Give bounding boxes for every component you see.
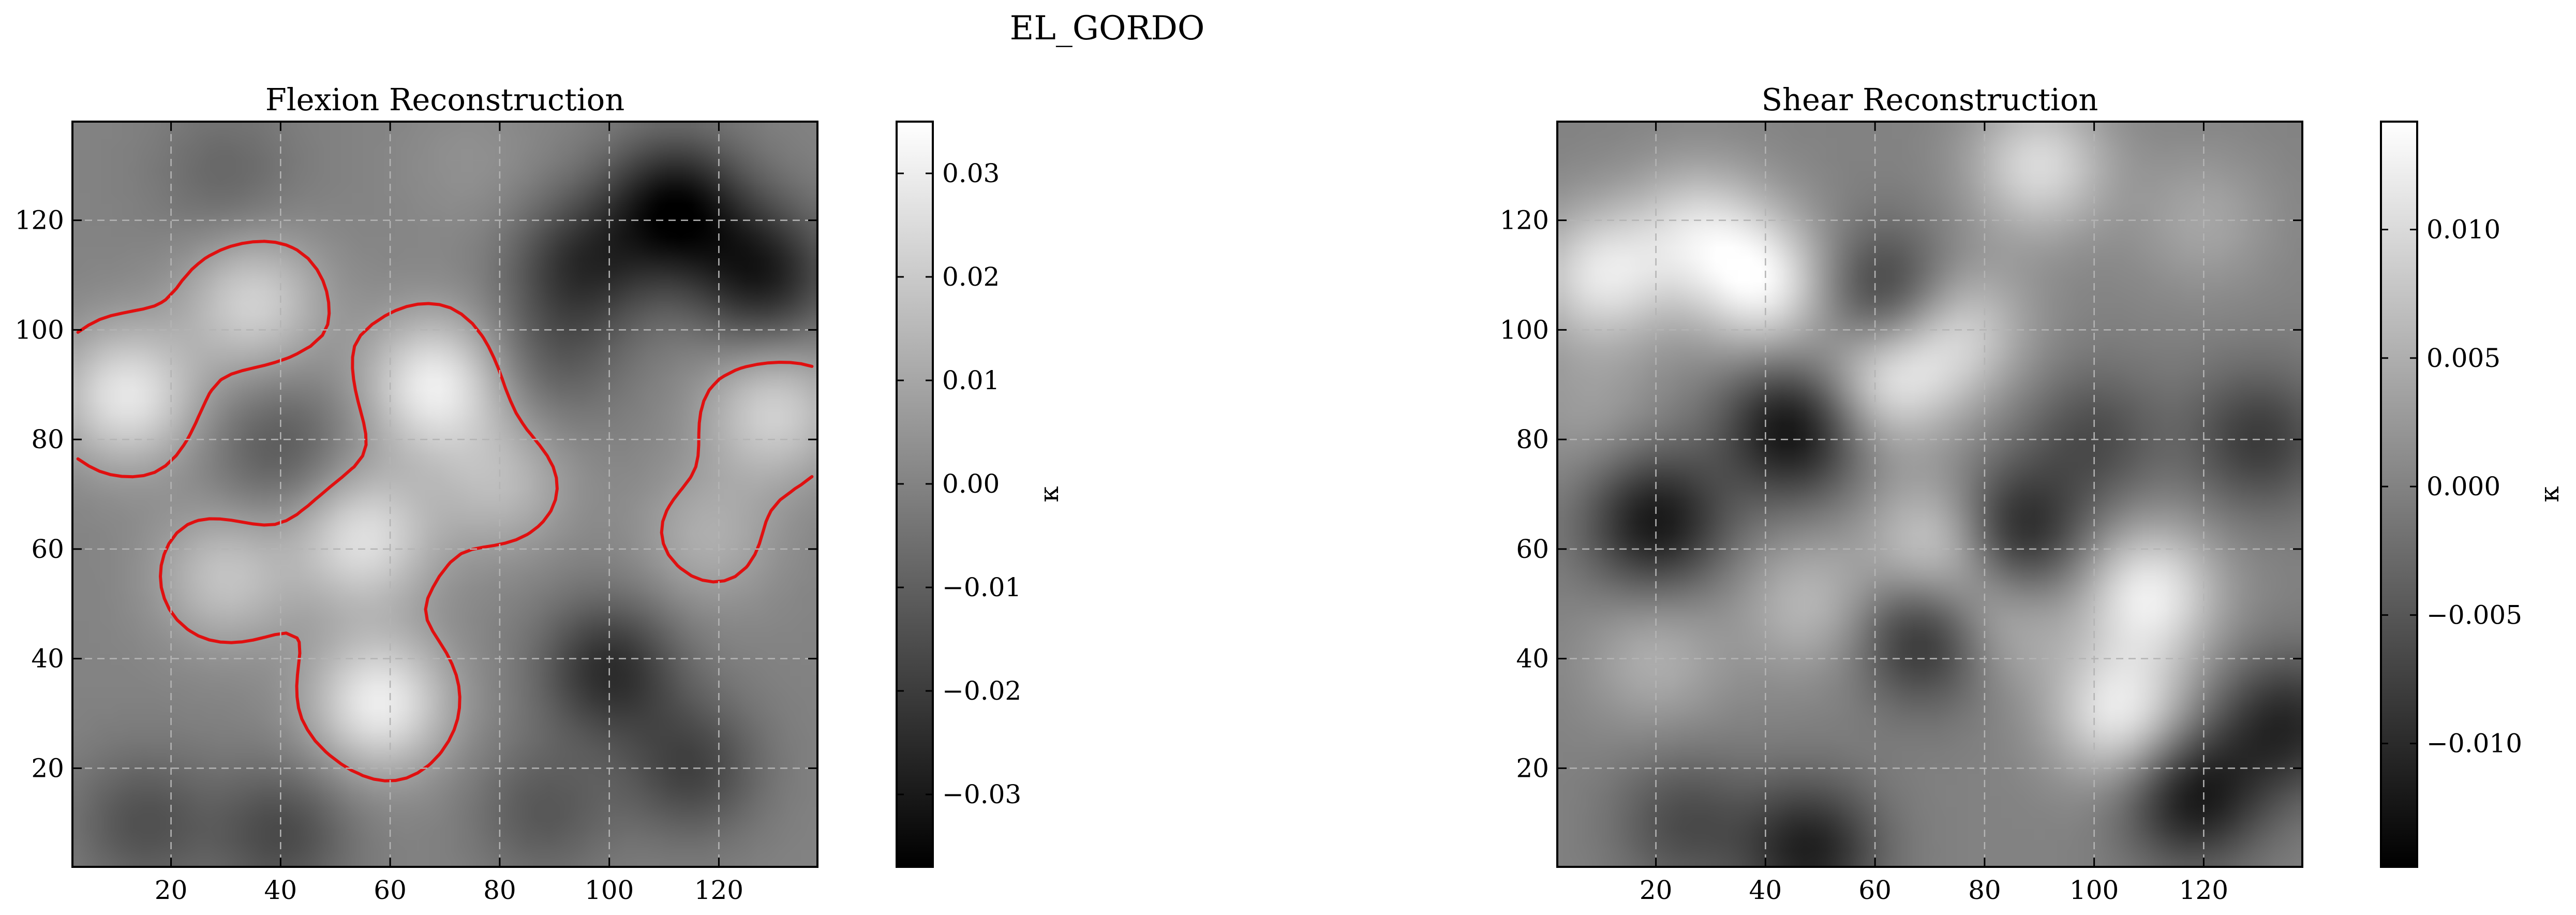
- colorbar-tick-label: 0.02: [942, 262, 1000, 292]
- colorbar-tick-label: −0.02: [942, 676, 1021, 706]
- colorbar-tick-label: 0.00: [942, 469, 1000, 499]
- colorbar-gradient: [2381, 122, 2417, 867]
- colorbar-tick-label: −0.01: [942, 572, 1021, 602]
- y-tick-label: 100: [15, 315, 64, 345]
- panel-1: Flexion Reconstruction 20 40 60 80 100 120 20 40…: [15, 82, 1064, 905]
- y-tick-label: 100: [1500, 315, 1549, 345]
- x-tick-label: 40: [264, 875, 297, 905]
- y-tick-label: 120: [15, 205, 64, 235]
- colorbar-label: κ: [1034, 486, 1064, 502]
- colorbar-gradient: [897, 122, 933, 867]
- x-tick-label: 20: [155, 875, 188, 905]
- x-tick-label: 100: [585, 875, 634, 905]
- y-tick-label: 120: [1500, 205, 1549, 235]
- x-tick-label: 60: [1858, 875, 1892, 905]
- y-tick-label: 60: [1516, 534, 1549, 564]
- heatmap-image: [72, 122, 817, 867]
- contour-path: [76, 240, 814, 783]
- panel-title: Shear Reconstruction: [1762, 82, 2098, 117]
- y-tick-label: 40: [1516, 644, 1549, 674]
- x-tick-label: 20: [1640, 875, 1673, 905]
- panel-2: Shear Reconstruction 20 40 60 80 100 120 20 40 60…: [1500, 82, 2565, 905]
- y-tick-label: 60: [31, 534, 64, 564]
- panel-title: Flexion Reconstruction: [265, 82, 624, 117]
- heatmap-image: [1557, 122, 2302, 867]
- colorbar-tick-label: −0.010: [2426, 729, 2522, 759]
- y-tick-label: 20: [31, 753, 64, 783]
- x-tick-label: 120: [694, 875, 743, 905]
- y-tick-label: 80: [1516, 424, 1549, 454]
- colorbar-tick-label: 0.005: [2426, 343, 2500, 373]
- contour-lines: [76, 240, 814, 783]
- x-tick-label: 100: [2069, 875, 2119, 905]
- x-tick-label: 80: [1968, 875, 2001, 905]
- colorbar-tick-label: 0.010: [2426, 215, 2500, 245]
- x-tick-label: 120: [2179, 875, 2228, 905]
- colorbar-tick-label: 0.01: [942, 365, 1000, 395]
- colorbar: −0.010 −0.005 0.000 0.005 0.010 κ: [2380, 121, 2565, 868]
- colorbar-label: κ: [2535, 486, 2565, 502]
- x-tick-label: 80: [483, 875, 516, 905]
- y-tick-label: 40: [31, 644, 64, 674]
- x-tick-label: 40: [1749, 875, 1782, 905]
- y-tick-label: 80: [31, 424, 64, 454]
- colorbar-tick-label: −0.005: [2426, 600, 2522, 630]
- colorbar-tick-label: −0.03: [942, 779, 1021, 809]
- colorbar-tick-label: 0.000: [2426, 471, 2500, 501]
- axes-frame: [1556, 121, 2303, 868]
- colorbar-tick-label: 0.03: [942, 158, 1000, 188]
- x-tick-label: 60: [374, 875, 407, 905]
- axes-frame: [71, 121, 818, 868]
- y-tick-label: 20: [1516, 753, 1549, 783]
- colorbar-frame: [896, 121, 934, 868]
- colorbar: −0.03 −0.02 −0.01 0.00 0.01 0.02 0.03 κ: [896, 121, 1064, 868]
- figure-suptitle: EL_GORDO: [1010, 9, 1205, 48]
- colorbar-frame: [2380, 121, 2418, 868]
